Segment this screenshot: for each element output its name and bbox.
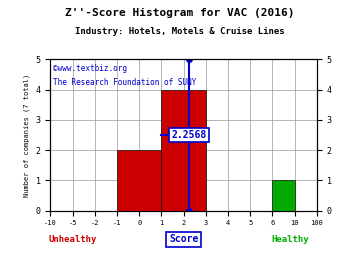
Text: Z''-Score Histogram for VAC (2016): Z''-Score Histogram for VAC (2016)	[65, 8, 295, 18]
Text: The Research Foundation of SUNY: The Research Foundation of SUNY	[53, 77, 197, 87]
Bar	[117, 150, 161, 211]
Y-axis label: Number of companies (7 total): Number of companies (7 total)	[24, 73, 30, 197]
Text: Score: Score	[169, 234, 198, 244]
Text: 2.2568: 2.2568	[172, 130, 207, 140]
Text: Healthy: Healthy	[271, 235, 309, 244]
Bar	[161, 90, 206, 211]
Text: Industry: Hotels, Motels & Cruise Lines: Industry: Hotels, Motels & Cruise Lines	[75, 27, 285, 36]
Bar	[273, 180, 294, 211]
Text: ©www.textbiz.org: ©www.textbiz.org	[53, 64, 127, 73]
Text: Unhealthy: Unhealthy	[48, 235, 97, 244]
